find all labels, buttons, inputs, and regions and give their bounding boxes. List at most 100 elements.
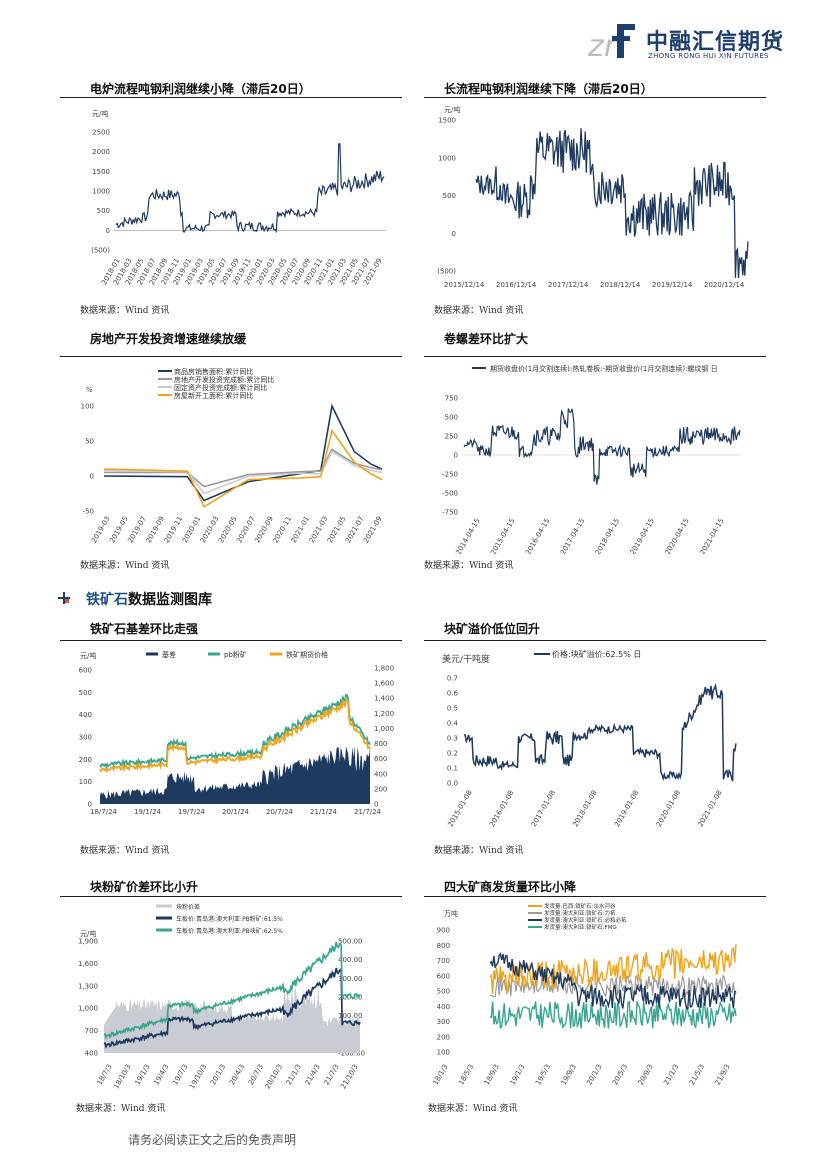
y-tick-label-right: 400 bbox=[374, 770, 387, 778]
x-tick-label: 19/1/24 bbox=[134, 808, 162, 816]
series-line bbox=[115, 143, 385, 233]
x-tick-label: 18/9/3 bbox=[483, 1063, 501, 1087]
x-tick-label: 2018/12/14 bbox=[600, 281, 641, 289]
x-tick-label: 2021-09 bbox=[362, 515, 384, 544]
x-tick-label: 2020-01-08 bbox=[655, 789, 682, 828]
chart-source: 数据来源：Wind 资讯 bbox=[80, 306, 170, 316]
title-divider bbox=[60, 640, 402, 641]
series-line bbox=[103, 428, 383, 508]
chart-source: 数据来源：Wind 资讯 bbox=[80, 846, 170, 856]
legend-label: 价格:块矿溢价:62.5% 日 bbox=[552, 649, 641, 659]
y-tick-label-right: 1,400 bbox=[374, 695, 394, 703]
chart-title: 四大矿商发货量环比小降 bbox=[444, 880, 577, 894]
y-tick-label: 700 bbox=[85, 1027, 98, 1035]
y-tick-label: 0.6 bbox=[447, 690, 459, 698]
legend-label: 车板价:青岛港:澳大利亚:PB粉矿:61.5% bbox=[176, 915, 283, 923]
legend-label: 车板价:青岛港:澳大利亚:PB块矿:62.5% bbox=[176, 927, 283, 935]
x-tick-label: 18/7/3 bbox=[96, 1063, 114, 1087]
series-line bbox=[103, 403, 383, 502]
y-tick-label-right: 100.00 bbox=[338, 1012, 363, 1020]
y-tick-label-right: 300.00 bbox=[338, 975, 363, 983]
y-tick-label: 500 bbox=[437, 988, 450, 996]
y-tick-label-right: 1,200 bbox=[374, 710, 394, 718]
y-tick-label: 800 bbox=[437, 942, 450, 950]
y-tick-label-right: -100.00 bbox=[338, 1050, 365, 1058]
x-tick-label: 19/4/3 bbox=[152, 1063, 170, 1087]
series-line bbox=[463, 683, 737, 782]
series-line bbox=[475, 128, 749, 279]
y-tick-label: 200 bbox=[437, 1033, 450, 1041]
y-tick-label-right: 500.00 bbox=[338, 938, 363, 946]
y-tick-label: 0 bbox=[452, 230, 456, 238]
y-tick-label: 1,600 bbox=[78, 960, 98, 968]
fines-price-line bbox=[103, 967, 361, 1049]
legend-label: 固定资产投资完成额:累计同比 bbox=[174, 383, 267, 392]
y-tick-label: 100 bbox=[437, 1049, 450, 1057]
x-tick-label: 2018-04-15 bbox=[594, 517, 621, 554]
y-tick-label: 500 bbox=[97, 207, 110, 215]
x-tick-label: 2017-01-08 bbox=[530, 789, 557, 828]
y-tick-label: 0 bbox=[90, 473, 94, 481]
x-tick-label: 20/1/3 bbox=[585, 1063, 603, 1087]
footer-disclaimer: 请务必阅读正文之后的免责声明 bbox=[128, 1133, 297, 1147]
y-tick-label: 2000 bbox=[92, 148, 110, 156]
y-tick-label-right: 1,000 bbox=[374, 725, 394, 733]
x-tick-label: 21/5/3 bbox=[688, 1063, 706, 1087]
legend-label: 房屋新开工面积:累计同比 bbox=[174, 391, 253, 400]
series-line bbox=[463, 408, 741, 485]
y-tick-label-right: 1,800 bbox=[374, 665, 394, 673]
y-tick-label: 50 bbox=[85, 438, 94, 446]
x-tick-label: 2017-04-15 bbox=[559, 517, 586, 554]
x-tick-label: 21/7/24 bbox=[354, 808, 382, 816]
y-unit-label: 元/吨 bbox=[444, 105, 460, 114]
y-tick-label: 1500 bbox=[92, 168, 110, 176]
iron-ore-basis-chart: 元/吨 基差 pb粉矿 铁矿期货价格 600 500 400 300 200 100 0 1,800 1… bbox=[79, 650, 394, 816]
y-tick-label: 600 bbox=[437, 972, 450, 980]
chart-title: 块粉矿价差环比小升 bbox=[90, 880, 199, 894]
y-tick-label: 0 bbox=[454, 452, 458, 460]
y-tick-label: -500 bbox=[442, 490, 458, 498]
x-tick-label: 20/4/3 bbox=[228, 1063, 246, 1087]
y-unit-label: 美元/干吨度 bbox=[442, 653, 490, 665]
bf-profit-chart: 元/吨 1500 1000 500 0 (500) 2015/12/14 2016/12/14… bbox=[437, 105, 749, 289]
title-divider bbox=[424, 356, 766, 357]
rio-tinto-line bbox=[489, 944, 737, 995]
miner-shipments-chart: 万吨 发货量:巴西:铁矿石:淡水河谷发货量:澳大利亚:铁矿石:力拓发货量:澳大利亚… bbox=[432, 902, 737, 1087]
chart-source: 数据来源：Wind 资讯 bbox=[80, 561, 170, 571]
chart-title: 电炉流程吨钢利润继续小降（滞后20日） bbox=[90, 82, 311, 96]
chart-source: 数据来源：Wind 资讯 bbox=[434, 306, 524, 316]
chart-title: 长流程吨钢利润继续下降（滞后20日） bbox=[444, 82, 653, 96]
company-logo-icon: z r bbox=[588, 24, 635, 62]
y-tick-label: 0.1 bbox=[447, 765, 458, 773]
y-tick-label: (500) bbox=[437, 268, 456, 276]
x-tick-label: 2015-04-15 bbox=[489, 517, 516, 554]
title-divider bbox=[424, 896, 766, 897]
y-tick-label: 1,300 bbox=[78, 982, 98, 990]
x-tick-label: 19/9/3 bbox=[560, 1063, 578, 1087]
y-tick-label: 300 bbox=[437, 1018, 450, 1026]
y-tick-label-right: 600 bbox=[374, 755, 387, 763]
y-tick-label: 0 bbox=[88, 801, 92, 809]
y-tick-label: 750 bbox=[445, 395, 458, 403]
x-tick-label: 20/7/24 bbox=[266, 808, 294, 816]
legend-box bbox=[152, 366, 312, 402]
chart-title: 块矿溢价低位回升 bbox=[444, 622, 541, 636]
y-unit-label: 元/吨 bbox=[80, 929, 96, 938]
x-tick-label: 2019-04-15 bbox=[629, 517, 656, 554]
y-tick-label-right: 1,600 bbox=[374, 680, 394, 688]
x-tick-label: 21/9/3 bbox=[714, 1063, 732, 1087]
y-tick-label-right: 0 bbox=[374, 801, 378, 809]
y-tick-label: 1,000 bbox=[78, 1005, 98, 1013]
x-tick-label: 2017/12/14 bbox=[548, 281, 589, 289]
x-tick-label: 19/7/3 bbox=[171, 1063, 189, 1087]
legend-label: 房地产开发投资完成额:累计同比 bbox=[174, 375, 274, 384]
chart-title: 铁矿石基差环比走强 bbox=[90, 622, 199, 636]
x-tick-label: 2014-04-15 bbox=[454, 517, 481, 554]
y-tick-label: 500 bbox=[443, 192, 456, 200]
y-tick-label: 250 bbox=[445, 433, 458, 441]
x-tick-label: 2018-01-08 bbox=[571, 789, 598, 828]
y-tick-label: (500) bbox=[91, 247, 110, 255]
section-bullet-icon bbox=[58, 592, 70, 604]
title-divider bbox=[424, 97, 766, 98]
